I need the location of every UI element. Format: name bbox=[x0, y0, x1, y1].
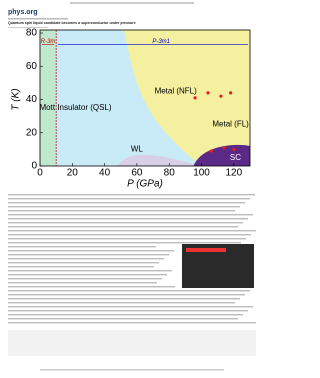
text-line bbox=[8, 202, 245, 204]
phase-label: P-3m1 bbox=[152, 39, 170, 45]
text-line bbox=[8, 294, 245, 296]
x-tick-label: 60 bbox=[131, 168, 143, 179]
text-line bbox=[8, 250, 174, 252]
byline bbox=[8, 27, 48, 28]
text-line bbox=[8, 298, 240, 300]
region-label: Mott Insulator (QSL) bbox=[40, 103, 112, 112]
text-line bbox=[8, 218, 248, 220]
text-line bbox=[8, 306, 253, 308]
x-tick-label: 40 bbox=[99, 168, 111, 179]
text-line bbox=[8, 274, 167, 276]
phase-label: R-3m bbox=[41, 39, 56, 45]
data-point bbox=[222, 146, 226, 150]
y-axis-label: T (K) bbox=[11, 88, 22, 110]
data-point bbox=[209, 149, 213, 153]
text-line bbox=[8, 238, 246, 240]
text-line bbox=[8, 210, 235, 212]
sc-region bbox=[193, 144, 250, 166]
footer bbox=[8, 330, 256, 356]
data-point bbox=[193, 96, 197, 100]
y-tick-label: 80 bbox=[26, 28, 38, 39]
data-point bbox=[219, 94, 223, 98]
region-label: Metal (NFL) bbox=[155, 86, 198, 95]
y-tick-label: 60 bbox=[26, 61, 38, 72]
article-body bbox=[8, 194, 256, 324]
text-line bbox=[8, 290, 250, 292]
region-label: WL bbox=[131, 144, 144, 153]
text-line bbox=[8, 278, 162, 280]
text-line bbox=[8, 282, 157, 284]
text-line bbox=[8, 266, 154, 268]
text-line bbox=[8, 302, 235, 304]
text-line bbox=[8, 246, 156, 248]
text-line bbox=[8, 254, 169, 256]
data-point bbox=[232, 147, 236, 151]
figure: 0 20 40 60 80 0 20 40 60 80 100 120 P (GPa) T (K) R-3m… bbox=[8, 28, 256, 190]
status-bar bbox=[40, 369, 224, 371]
y-tick-label: 0 bbox=[31, 161, 37, 172]
logo[interactable]: phys.org bbox=[8, 9, 38, 16]
text-line bbox=[8, 318, 238, 320]
text-line bbox=[8, 206, 240, 208]
x-tick-label: 20 bbox=[67, 168, 79, 179]
text-line bbox=[8, 226, 238, 228]
url-bar bbox=[70, 2, 194, 4]
region-label: SC bbox=[230, 153, 241, 162]
x-axis-label: P (GPa) bbox=[127, 179, 163, 190]
text-line bbox=[8, 222, 243, 224]
text-line bbox=[8, 270, 172, 272]
text-line bbox=[8, 286, 175, 288]
article-title: Quantum spin liquid candidate becomes a … bbox=[8, 21, 136, 25]
y-tick-label: 20 bbox=[26, 127, 38, 138]
ad-banner bbox=[186, 248, 226, 252]
text-line bbox=[8, 262, 159, 264]
x-tick-label: 120 bbox=[226, 168, 243, 179]
text-line bbox=[8, 194, 255, 196]
text-line bbox=[8, 242, 241, 244]
text-line bbox=[8, 310, 248, 312]
metal-region bbox=[124, 30, 250, 166]
x-tick-label: 80 bbox=[164, 168, 176, 179]
text-line bbox=[8, 198, 250, 200]
data-point bbox=[229, 91, 233, 95]
x-tick-label: 100 bbox=[193, 168, 210, 179]
text-line bbox=[8, 314, 243, 316]
plot-frame bbox=[39, 29, 251, 167]
text-line bbox=[8, 214, 253, 216]
breadcrumb bbox=[8, 18, 68, 20]
data-point bbox=[206, 91, 210, 95]
region-label: Metal (FL) bbox=[212, 120, 249, 129]
text-line bbox=[8, 234, 251, 236]
x-tick-label: 0 bbox=[37, 168, 43, 179]
text-line bbox=[8, 258, 164, 260]
y-tick-label: 40 bbox=[26, 94, 38, 105]
page: phys.org Quantum spin liquid candidate b… bbox=[8, 2, 256, 371]
text-line bbox=[8, 230, 256, 232]
wl-region bbox=[117, 154, 202, 166]
text-line bbox=[8, 322, 256, 324]
phase-left-bg bbox=[40, 30, 57, 166]
